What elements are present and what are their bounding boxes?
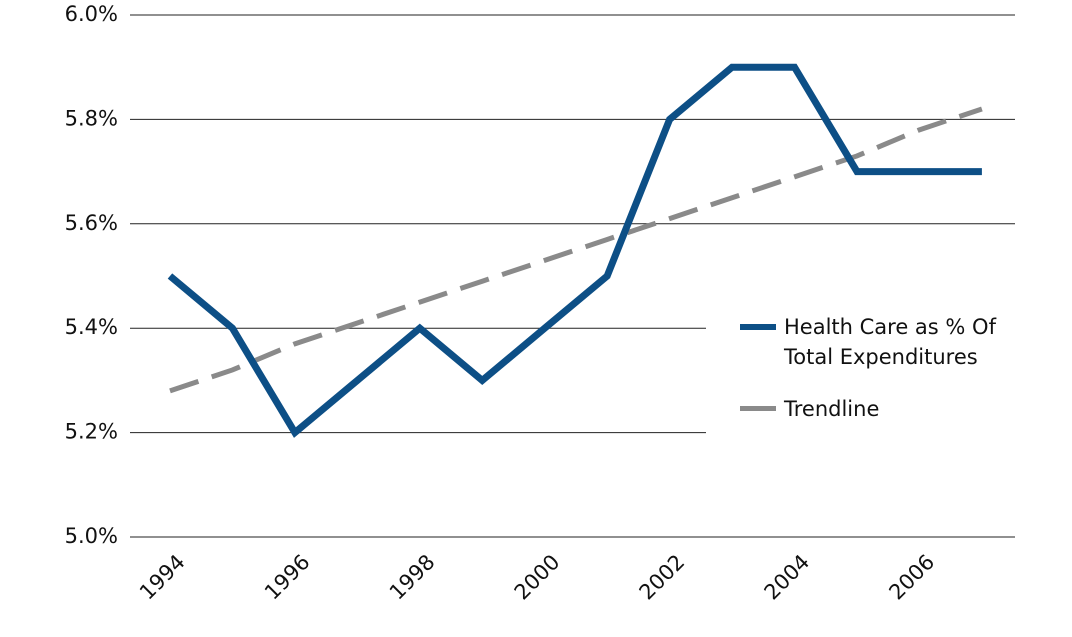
y-tick-label: 5.0%: [65, 524, 118, 548]
legend-swatch: [740, 406, 776, 411]
y-tick-label: 5.4%: [65, 315, 118, 339]
x-tick-label: 2002: [635, 550, 690, 605]
x-tick-label: 1996: [260, 550, 315, 605]
y-tick-label: 5.8%: [65, 106, 118, 130]
legend-item: Trendline: [740, 394, 1040, 424]
series-line: [167, 63, 982, 438]
x-tick-label: 2004: [760, 550, 815, 605]
y-tick-label: 5.6%: [65, 211, 118, 235]
x-tick-label: 1994: [135, 550, 190, 605]
y-tick-label: 6.0%: [65, 2, 118, 26]
legend-item: Health Care as % Of Total Expenditures: [740, 312, 1040, 372]
legend-swatch: [740, 324, 776, 330]
x-tick-label: 2006: [884, 550, 939, 605]
x-tick-label: 1998: [385, 550, 440, 605]
x-tick-label: 2000: [510, 550, 565, 605]
legend-label: Health Care as % Of Total Expenditures: [784, 315, 996, 369]
legend-label: Trendline: [784, 397, 880, 421]
y-tick-label: 5.2%: [65, 420, 118, 444]
legend: Health Care as % Of Total Expenditures Tr…: [740, 312, 1040, 446]
